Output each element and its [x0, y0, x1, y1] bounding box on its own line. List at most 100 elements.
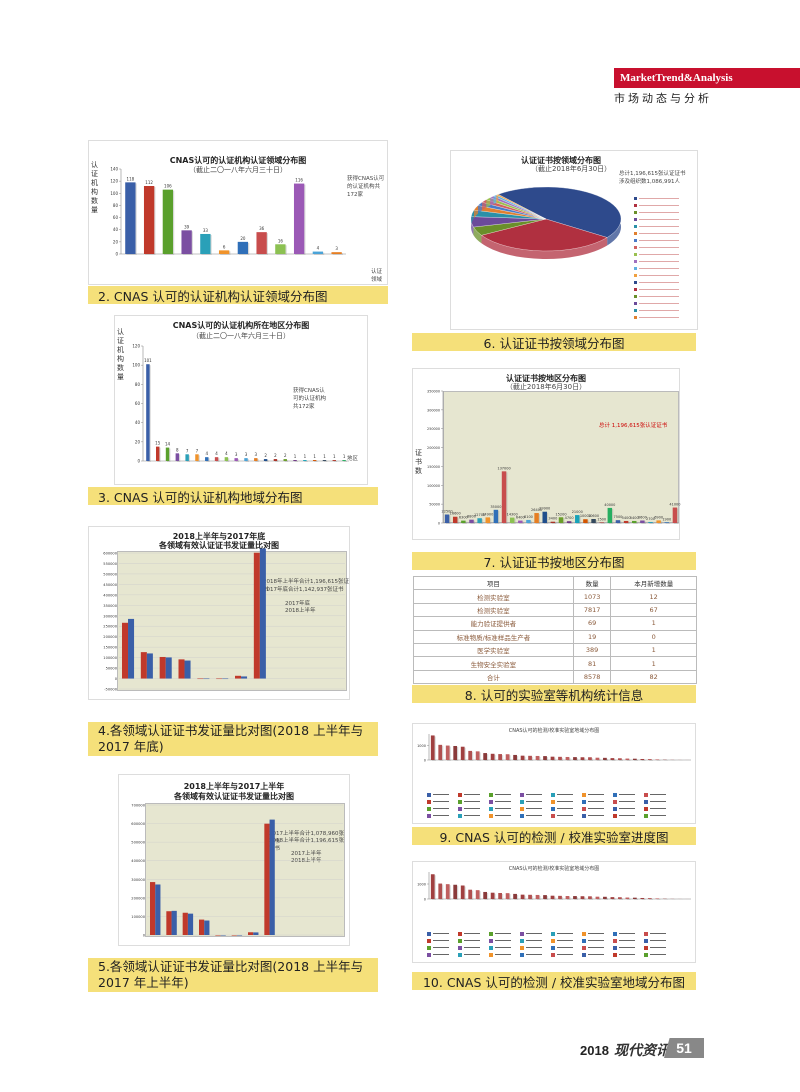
fig2-bar-label: 3: [335, 246, 338, 251]
legend-label: [433, 801, 449, 802]
fig5-bar: [248, 932, 254, 935]
fig7-bar-label: 1900: [662, 517, 671, 521]
legend-item: [551, 812, 582, 819]
legend-label: [495, 801, 511, 802]
legend-label: [433, 794, 449, 795]
fig7-bar-label: 6400: [516, 516, 525, 520]
fig8-header-row: 项目 数量 本月新增数量: [413, 575, 697, 591]
fig7-bar-label: 4700: [565, 516, 574, 520]
fig8-row: 医学实验室 389 1: [413, 642, 697, 658]
fig10-bar: [655, 898, 660, 899]
fig9-bar: [520, 755, 525, 760]
legend-item: [644, 791, 675, 798]
fig7-bar: [664, 522, 670, 523]
fig10-bar: [618, 897, 622, 899]
legend-label: [464, 933, 480, 934]
fig6-legend-swatch: [634, 295, 637, 298]
fig7-bar-shadow: [665, 523, 671, 524]
fig10-bar: [550, 895, 555, 899]
fig6-legend-swatch: [634, 211, 637, 214]
fig8-row: 能力验证提供者 69 1: [413, 616, 697, 631]
fig4-bar: [159, 656, 166, 679]
fig3-bar-shadow: [304, 461, 308, 462]
legend-item: [582, 930, 613, 937]
legend-swatch: [551, 931, 555, 936]
fig9-legend: [427, 791, 675, 819]
legend-swatch: [458, 813, 462, 818]
legend-item: [551, 805, 582, 812]
fig5-bar: [253, 932, 259, 935]
fig4-tick-label: 0: [115, 677, 118, 681]
fig7-bar-shadow: [551, 522, 557, 524]
fig9-bar: [558, 756, 562, 760]
fig4-bar: [128, 618, 135, 679]
legend-item: [427, 937, 458, 944]
fig7-ylabel: 证书数: [415, 449, 422, 475]
fig8-row: 标准物质/标准样品生产者 19 0: [413, 629, 697, 644]
fig6-legend-swatch: [634, 267, 637, 270]
legend-swatch: [427, 945, 431, 950]
fig10-bar: [460, 885, 465, 899]
legend-swatch: [613, 945, 617, 950]
fig7-bar: [501, 471, 507, 523]
fig10-bar: [490, 892, 495, 899]
fig10-bar-shadow: [619, 898, 623, 900]
legend-row: [427, 951, 675, 958]
legend-item: [520, 798, 551, 805]
fig7-tick-label: 250000: [427, 427, 440, 431]
fig9-tick-label: 1000: [417, 744, 426, 748]
fig4-bar: [184, 660, 191, 679]
legend-item: [427, 791, 458, 798]
legend-swatch: [458, 938, 462, 943]
fig9-bar: [543, 756, 547, 760]
fig5-bar: [171, 910, 177, 935]
fig5-tick-label: 200000: [131, 896, 145, 900]
legend-label: [526, 794, 542, 795]
fig10-bar-shadow: [611, 898, 616, 900]
fig3-bar-shadow: [265, 460, 269, 462]
fig2-bar: [143, 186, 155, 254]
legend-label: [526, 815, 542, 816]
fig2-bar: [256, 232, 267, 254]
legend-swatch: [582, 813, 586, 818]
fig10-bar-shadow: [649, 899, 653, 900]
fig2-bar: [200, 233, 211, 254]
fig5-bar: [215, 934, 221, 936]
fig8-row: 合计 8578 82: [413, 669, 697, 685]
fig9-bar: [573, 757, 577, 760]
fig2-xlabel: 认证领域: [371, 269, 383, 283]
legend-swatch: [427, 799, 431, 804]
fig2-bar: [312, 251, 324, 254]
legend-label: [588, 947, 604, 948]
fig8-row: 检测实验室 1073 12: [413, 589, 697, 604]
fig2-chart: CNAS认可的认证机构认证领域分布图 （截止二〇一八年六月三十日） 认证机构数量…: [88, 140, 388, 285]
fig8-cell: 1: [610, 616, 697, 631]
legend-label: [557, 808, 573, 809]
fig5-bar: [204, 920, 210, 935]
fig7-tick-label: 150000: [427, 465, 440, 469]
legend-swatch: [613, 799, 617, 804]
fig6-chart: 认证证书按领域分布图 （截止2018年6月30日） 总计1,196,615张认证…: [450, 150, 698, 330]
fig10-bar: [520, 894, 525, 899]
fig5-tick-label: 700000: [131, 804, 145, 808]
fig7-bar: [485, 517, 490, 523]
legend-row: [427, 937, 675, 944]
legend-swatch: [489, 952, 493, 957]
fig4-bar: [122, 622, 129, 679]
fig6-legend-swatch: [634, 302, 637, 305]
legend-label: [495, 815, 511, 816]
fig8-cell: 能力验证提供者: [413, 616, 574, 631]
fig8-cell: 12: [610, 589, 697, 604]
fig7-bar: [526, 519, 531, 523]
legend-swatch: [458, 931, 462, 936]
legend-swatch: [551, 799, 555, 804]
fig7-tick-label: 50000: [429, 503, 440, 507]
legend-swatch: [613, 952, 617, 957]
fig7-bar: [509, 517, 515, 523]
fig4-title: 2018上半年与2017年底: [172, 532, 266, 541]
legend-label: [557, 801, 573, 802]
fig2-tick-label: 60: [113, 215, 119, 220]
fig3-bar-label: 4: [215, 451, 218, 456]
legend-item: [582, 944, 613, 951]
